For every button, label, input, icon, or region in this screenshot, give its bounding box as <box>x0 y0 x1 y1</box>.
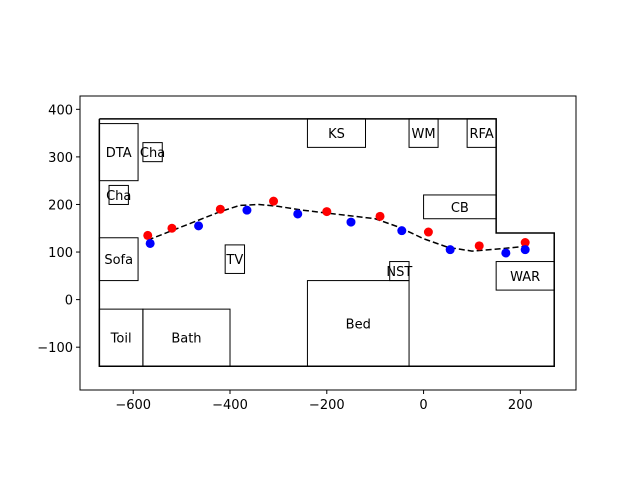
room-label-cb: CB <box>451 201 469 216</box>
room-label-sofa: Sofa <box>104 253 133 268</box>
room-box-rfa <box>466 118 497 148</box>
room-label-toil: Toil <box>110 332 132 347</box>
red-point <box>215 204 225 214</box>
room-box-wm <box>408 118 439 148</box>
red-point <box>167 223 177 233</box>
trajectory-path <box>147 203 526 252</box>
room-box-tv <box>224 244 246 274</box>
room-label-wm: WM <box>412 127 436 142</box>
red-point <box>520 238 530 248</box>
y-tick-label: 100 <box>48 246 73 261</box>
y-tick-label: 300 <box>48 151 73 166</box>
room-label-cha: Cha <box>140 146 165 161</box>
room-box-dta <box>98 123 139 182</box>
y-tick-label: −100 <box>37 341 73 356</box>
x-axis: −600 −400 −200 0 200 <box>115 390 533 413</box>
blue-point <box>242 205 252 215</box>
room-box-bath <box>142 308 231 367</box>
red-point <box>375 211 385 221</box>
room-label-ks: KS <box>328 127 345 142</box>
x-tick-label: −200 <box>309 398 345 413</box>
x-tick-label: −400 <box>212 398 248 413</box>
blue-point <box>293 209 303 219</box>
room-box-ks <box>306 118 367 148</box>
y-axis: −100 0 100 200 300 400 <box>37 103 80 356</box>
floorplan-outline <box>98 118 555 367</box>
room-label-bath: Bath <box>171 332 201 347</box>
x-tick-label: 200 <box>508 398 533 413</box>
blue-point <box>520 245 530 255</box>
plot-area: DTA Cha Cha Sofa TV KS WM RFA CB NST WAR Bed Toil Bat… <box>98 118 555 367</box>
room-box-sofa <box>98 237 139 282</box>
x-tick-label: 0 <box>419 398 427 413</box>
blue-point <box>346 217 356 227</box>
y-tick-label: 200 <box>48 198 73 213</box>
blue-point <box>501 248 511 258</box>
red-point <box>474 241 484 251</box>
room-box-cb <box>423 194 497 220</box>
y-tick-label: 400 <box>48 103 73 118</box>
red-point <box>269 196 279 206</box>
room-label-bed: Bed <box>346 317 371 332</box>
room-box-bed <box>306 280 410 367</box>
room-label-war: WAR <box>510 270 540 285</box>
blue-point <box>397 226 407 236</box>
axes-frame <box>79 95 577 391</box>
room-box-war <box>495 261 555 291</box>
red-point <box>143 230 153 240</box>
red-point <box>423 227 433 237</box>
room-box-cha <box>108 184 129 205</box>
y-tick-label: 0 <box>65 294 73 309</box>
room-box-cha <box>142 142 163 163</box>
room-label-dta: DTA <box>106 146 132 161</box>
red-point <box>322 207 332 217</box>
room-label-cha: Cha <box>106 189 131 204</box>
blue-point <box>194 221 204 231</box>
blue-point <box>445 245 455 255</box>
x-tick-label: −600 <box>115 398 151 413</box>
blue-point <box>145 238 155 248</box>
room-label-tv: TV <box>225 253 243 268</box>
room-label-nst: NST <box>386 265 412 280</box>
room-label-rfa: RFA <box>470 127 494 142</box>
